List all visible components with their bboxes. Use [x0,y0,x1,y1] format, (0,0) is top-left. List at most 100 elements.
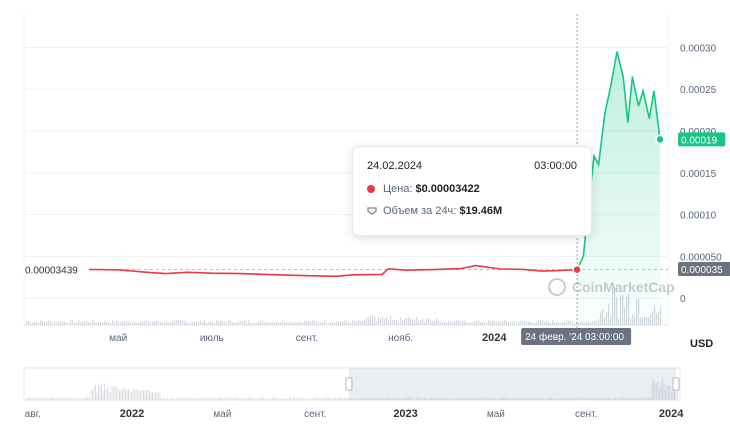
navigator-bar [425,397,426,400]
navigator-bar [539,398,540,400]
volume-bar [280,322,282,325]
navigator-bar [213,398,215,400]
volume-bar [448,320,450,325]
x-tick-label: нояб. [388,332,413,344]
navigator-bar [270,398,272,400]
navigator-bar [152,391,153,400]
navigator-bar [233,398,234,400]
navigator-bar [191,398,192,400]
volume-bar [564,321,566,325]
navigator-bar [557,398,558,400]
navigator-bar [470,397,471,400]
navigator-bar [501,398,503,400]
volume-bar [170,322,172,325]
volume-bar [468,322,470,325]
navigator-bar [459,398,461,400]
navigator-bar [443,398,444,400]
volume-bar [482,321,484,325]
volume-bar [222,321,224,325]
navigator-bar [135,389,137,400]
navigator-bar [324,397,326,400]
volume-bar [396,319,398,325]
navigator-bar [522,398,524,400]
volume-bar [230,320,232,325]
volume-bar [136,322,138,325]
volume-bar [456,320,458,325]
navigator-bar [662,378,663,400]
navigator-bar [377,398,378,400]
navigator-bar [621,397,623,400]
navigator-bar [609,398,611,400]
navigator-bar [183,397,185,400]
volume-bar [384,318,386,325]
volume-bar [562,321,564,325]
volume-bar [108,321,110,325]
navigator-bar [258,398,260,400]
volume-bar [168,322,170,325]
navigator-bar [351,397,353,400]
volume-bar [420,320,422,325]
navigator-bar [194,398,195,400]
volume-bar [158,321,160,325]
volume-bar [116,320,118,325]
volume-bar [332,322,334,325]
volume-bar [348,321,350,325]
navigator-bar [396,398,398,400]
volume-bar [358,320,360,325]
navigator-bar [45,397,47,400]
navigator-bar [167,398,168,400]
navigator-bar [668,385,669,400]
volume-bar [34,321,36,325]
volume-bar [464,320,466,325]
navigator-bar [114,386,116,400]
volume-bar [344,320,346,325]
volume-bar [84,321,86,325]
navigator-bar [302,398,303,400]
volume-bar [554,321,556,325]
navigator-bar [296,398,297,400]
navigator-bar [564,398,566,400]
navigator-bar [162,397,164,400]
volume-bar [124,321,126,325]
volume-bar [474,320,476,325]
volume-bar [300,321,302,325]
navigator-bar [158,392,159,400]
volume-bar [556,322,558,325]
navigator-bar [170,397,171,400]
volume-bar [318,322,320,325]
navigator-bar [140,390,141,400]
navigator-bar [242,398,243,400]
x-tick-label: сент. [296,333,318,344]
navigator-bar [95,385,96,400]
navigator-bar [131,391,132,400]
navigator-bar [444,397,446,400]
volume-bar [184,321,186,325]
price-area [577,51,660,325]
navigator-bar [359,398,360,400]
navigator-bar [297,397,299,400]
navigator-bar [581,397,582,400]
volume-bar [106,321,108,325]
navigator-bar [498,398,500,400]
volume-icon [367,207,377,215]
x-tick-label: май [109,333,127,344]
navigator-bar [500,398,501,400]
navigator-bar [516,398,518,400]
y-tick-label: 0.00010 [680,211,717,222]
navigator-bar [381,397,383,400]
navigator-bar [89,397,90,400]
navigator-bar [203,397,204,400]
volume-bar [516,322,518,325]
volume-bar [274,322,276,325]
volume-bar [260,320,262,325]
volume-bar [488,320,490,325]
navigator-bar [173,398,174,400]
tooltip-volume-row: Объем за 24ч: $19.46M [367,205,502,217]
navigator-bar [117,387,119,400]
volume-bar [242,321,244,325]
currency-label[interactable]: USD [690,338,714,350]
navigator-bar [495,398,497,400]
volume-bar [248,320,250,325]
volume-bar [340,321,342,325]
